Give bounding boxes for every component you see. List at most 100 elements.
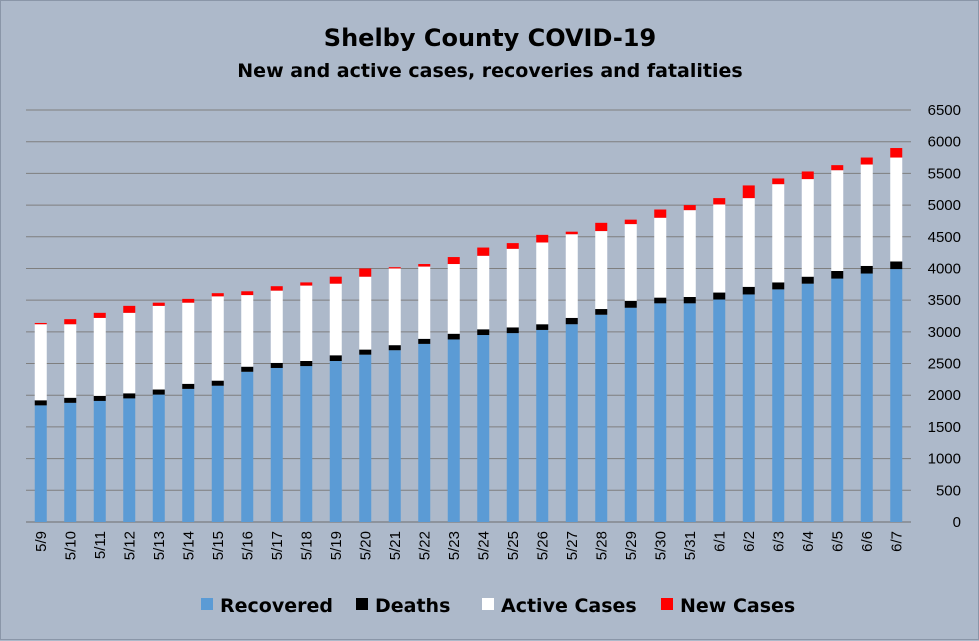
y-tick-label: 4000 [928, 260, 961, 277]
bar-deaths [890, 261, 903, 270]
x-tick-label: 5/14 [180, 531, 197, 560]
legend-label: Recovered [220, 595, 333, 617]
bar-active-cases [270, 290, 283, 363]
y-tick-label: 6500 [928, 102, 961, 119]
bar-active-cases [565, 234, 578, 318]
bar-recovered [772, 289, 785, 522]
x-tick-label: 5/22 [416, 531, 433, 560]
bar-recovered [418, 343, 431, 522]
chart-title: Shelby County COVID-19 [324, 24, 656, 52]
bar-deaths [123, 393, 136, 399]
legend-swatch [201, 598, 213, 610]
y-axis: 0 500 1000 1500 2000 2500 3000 3500 4000 4500 5000… [928, 102, 961, 531]
bar-active-cases [624, 224, 637, 301]
bar-recovered [211, 385, 224, 522]
y-tick-label: 3500 [928, 292, 961, 309]
bar-deaths [93, 395, 106, 401]
bar-new-cases [211, 293, 224, 297]
bar-recovered [123, 398, 136, 522]
y-tick-label: 500 [936, 482, 961, 499]
bar-deaths [270, 362, 283, 368]
x-tick-label: 5/16 [239, 531, 256, 560]
bar-active-cases [713, 204, 726, 293]
x-tick-label: 5/23 [446, 531, 463, 560]
bar-deaths [801, 276, 814, 284]
bar-new-cases [477, 247, 490, 256]
bar-recovered [93, 400, 106, 522]
bar-new-cases [93, 312, 106, 318]
bar-active-cases [683, 210, 696, 297]
bar-active-cases [329, 283, 342, 356]
bar-deaths [241, 366, 254, 372]
bar-new-cases [270, 286, 283, 291]
bar-new-cases [152, 302, 165, 306]
bar-deaths [713, 292, 726, 300]
bar-new-cases [713, 198, 726, 205]
x-tick-label: 6/7 [888, 531, 905, 552]
bar-recovered [477, 335, 490, 522]
bar-series [34, 148, 903, 522]
bar-deaths [595, 309, 608, 315]
bar-active-cases [300, 285, 313, 362]
bar-active-cases [772, 184, 785, 283]
bar-new-cases [123, 305, 136, 313]
bar-new-cases [64, 319, 77, 325]
bar-new-cases [742, 185, 755, 199]
legend-swatch [661, 598, 673, 610]
bar-recovered [447, 339, 460, 522]
y-tick-label: 5000 [928, 197, 961, 214]
bar-active-cases [447, 264, 460, 334]
bar-recovered [152, 394, 165, 522]
legend: Recovered Deaths Active Cases New Cases [201, 595, 795, 617]
bar-new-cases [418, 264, 431, 267]
x-axis: 5/9 5/10 5/11 5/12 5/13 5/14 5/15 5/16 5/17 5/18 5… [33, 531, 906, 560]
x-tick-label: 5/30 [652, 531, 669, 560]
bar-deaths [211, 380, 224, 386]
bar-deaths [506, 327, 519, 334]
bar-active-cases [831, 170, 844, 271]
x-tick-label: 5/31 [682, 531, 699, 560]
bar-recovered [34, 405, 47, 522]
bar-active-cases [506, 248, 519, 328]
bar-active-cases [211, 296, 224, 381]
bar-active-cases [536, 242, 549, 325]
x-tick-label: 5/9 [33, 531, 50, 552]
bar-active-cases [34, 324, 47, 401]
bar-active-cases [241, 295, 254, 367]
y-tick-label: 4500 [928, 229, 961, 246]
bar-active-cases [152, 305, 165, 390]
bar-new-cases [801, 171, 814, 180]
x-tick-label: 5/17 [269, 531, 286, 560]
x-tick-label: 5/11 [92, 531, 109, 559]
x-tick-label: 5/25 [505, 531, 522, 560]
bar-recovered [860, 273, 873, 522]
x-tick-label: 5/13 [151, 531, 168, 560]
bar-active-cases [654, 217, 667, 298]
bar-recovered [506, 333, 519, 522]
y-tick-label: 6000 [928, 134, 961, 151]
bar-active-cases [801, 179, 814, 277]
bar-deaths [152, 389, 165, 395]
bar-deaths [477, 329, 490, 336]
y-tick-label: 2500 [928, 356, 961, 373]
bar-active-cases [860, 164, 873, 266]
bar-deaths [388, 345, 401, 351]
bar-new-cases [34, 322, 47, 325]
bar-deaths [624, 300, 637, 308]
bar-deaths [772, 282, 785, 290]
x-tick-label: 5/15 [210, 531, 227, 560]
legend-swatch [482, 598, 494, 610]
bar-new-cases [624, 219, 637, 225]
y-tick-label: 0 [953, 514, 961, 531]
x-tick-label: 5/10 [62, 531, 79, 560]
bar-new-cases [388, 267, 401, 269]
bar-recovered [241, 371, 254, 522]
y-tick-label: 1500 [928, 419, 961, 436]
bar-recovered [329, 361, 342, 522]
chart-subtitle: New and active cases, recoveries and fat… [237, 60, 742, 82]
bar-new-cases [182, 298, 195, 303]
bar-recovered [890, 269, 903, 522]
x-tick-label: 5/27 [564, 531, 581, 560]
legend-label: Deaths [375, 595, 450, 617]
